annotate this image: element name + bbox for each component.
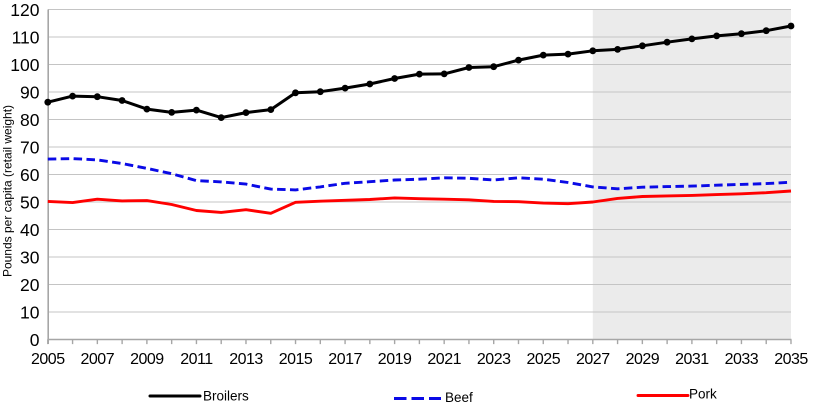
svg-text:2023: 2023 (477, 351, 511, 368)
svg-text:2021: 2021 (427, 351, 461, 368)
svg-text:80: 80 (20, 110, 40, 130)
svg-text:100: 100 (10, 55, 39, 75)
svg-text:2011: 2011 (180, 351, 213, 368)
svg-text:2013: 2013 (229, 351, 263, 368)
svg-text:2017: 2017 (328, 351, 362, 368)
svg-text:2005: 2005 (31, 351, 65, 368)
svg-text:90: 90 (20, 82, 40, 102)
svg-text:60: 60 (20, 165, 40, 185)
svg-text:120: 120 (10, 0, 39, 20)
svg-text:20: 20 (20, 275, 40, 295)
svg-text:2033: 2033 (725, 351, 759, 368)
svg-text:2009: 2009 (130, 351, 164, 368)
svg-text:2025: 2025 (527, 351, 561, 368)
svg-text:Pork: Pork (689, 386, 717, 401)
svg-text:Broilers: Broilers (203, 388, 249, 403)
svg-text:50: 50 (20, 192, 40, 212)
svg-text:2007: 2007 (81, 351, 115, 368)
svg-text:Pounds per capita (retail weig: Pounds per capita (retail weight) (1, 105, 15, 277)
svg-text:Beef: Beef (445, 390, 473, 405)
svg-text:110: 110 (12, 27, 40, 47)
svg-text:2035: 2035 (774, 351, 808, 368)
svg-text:30: 30 (20, 247, 40, 267)
svg-text:10: 10 (20, 302, 40, 322)
svg-text:2031: 2031 (675, 351, 709, 368)
svg-text:2015: 2015 (279, 351, 313, 368)
svg-text:2027: 2027 (576, 351, 610, 368)
svg-text:2019: 2019 (378, 351, 412, 368)
svg-text:2029: 2029 (626, 351, 660, 368)
svg-text:0: 0 (30, 330, 40, 350)
svg-text:70: 70 (20, 137, 40, 157)
svg-text:40: 40 (20, 220, 40, 240)
